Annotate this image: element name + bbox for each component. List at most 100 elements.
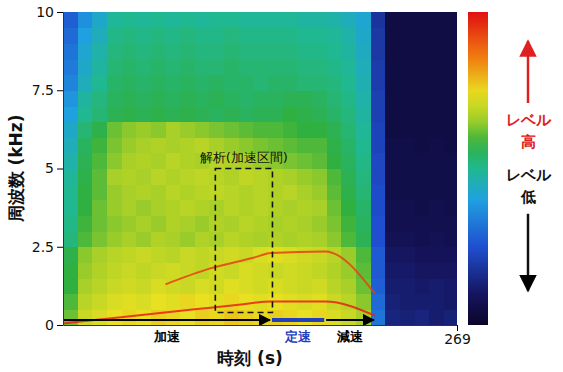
cell (166, 231, 181, 247)
cell (429, 12, 444, 28)
cell (327, 122, 342, 138)
cell (166, 137, 181, 153)
cell (195, 75, 210, 91)
cell (180, 231, 195, 247)
cell (122, 184, 137, 200)
cell (312, 12, 327, 28)
cell (385, 122, 400, 138)
colorbar-low-label-line: レベル (506, 166, 552, 184)
cell (224, 106, 239, 122)
cell (253, 106, 268, 122)
y-tick-label: 10 (36, 4, 54, 20)
cell (63, 184, 78, 200)
cell (341, 122, 356, 138)
cell (92, 90, 107, 106)
cell (195, 12, 210, 28)
cell (180, 106, 195, 122)
cell (371, 12, 386, 28)
cell (297, 75, 312, 91)
cell (341, 247, 356, 263)
cell (78, 153, 93, 169)
cell (327, 28, 342, 44)
cell (224, 59, 239, 75)
cell (166, 247, 181, 263)
cell (166, 153, 181, 169)
cell (151, 153, 166, 169)
cell (180, 215, 195, 231)
cell (371, 215, 386, 231)
cell (268, 262, 283, 278)
cell (63, 75, 78, 91)
cell (400, 294, 415, 310)
cell (444, 75, 457, 91)
cell (312, 231, 327, 247)
phase-arrow (63, 319, 270, 321)
cell (239, 200, 254, 216)
cell (429, 231, 444, 247)
cell (224, 278, 239, 294)
cell (253, 90, 268, 106)
cell (166, 90, 181, 106)
cell (297, 262, 312, 278)
cell (283, 106, 298, 122)
cell (92, 262, 107, 278)
plot-area (63, 12, 457, 325)
cell (195, 90, 210, 106)
cell (180, 169, 195, 185)
cell (356, 12, 371, 28)
cell (239, 231, 254, 247)
cell (371, 106, 386, 122)
cell (224, 12, 239, 28)
cell (327, 169, 342, 185)
cell (385, 169, 400, 185)
cell (341, 169, 356, 185)
cell (92, 309, 107, 325)
cell (444, 309, 457, 325)
cell (356, 247, 371, 263)
phase-arrow (272, 318, 324, 322)
cell (415, 247, 430, 263)
cell (253, 215, 268, 231)
cell (195, 59, 210, 75)
cell (92, 153, 107, 169)
chart-svg: 02.557.510269加速定速減速解析(加速区間)時刻 (s)周波数 (kH… (0, 0, 563, 372)
y-tick-label: 5 (45, 160, 54, 176)
cell (400, 59, 415, 75)
cell (429, 90, 444, 106)
cell (239, 59, 254, 75)
cell (78, 90, 93, 106)
cell (312, 90, 327, 106)
cell (444, 59, 457, 75)
cell (341, 90, 356, 106)
arrow-down (527, 214, 530, 291)
cell (63, 137, 78, 153)
cell (253, 200, 268, 216)
cell (312, 262, 327, 278)
cell (400, 215, 415, 231)
cell (107, 75, 122, 91)
cell (429, 294, 444, 310)
cell (341, 12, 356, 28)
cell (341, 28, 356, 44)
cell (341, 200, 356, 216)
cell (400, 12, 415, 28)
cell (400, 137, 415, 153)
cell (151, 12, 166, 28)
cell (283, 169, 298, 185)
cell (63, 278, 78, 294)
cell (166, 184, 181, 200)
y-tick-mark (57, 325, 63, 326)
cell (63, 122, 78, 138)
cell (122, 215, 137, 231)
cell (92, 278, 107, 294)
cell (312, 309, 327, 325)
cell (400, 231, 415, 247)
cell (400, 90, 415, 106)
cell (415, 75, 430, 91)
cell (180, 43, 195, 59)
cell (385, 294, 400, 310)
cell (122, 90, 137, 106)
cell (268, 184, 283, 200)
cell (400, 262, 415, 278)
cell (371, 122, 386, 138)
